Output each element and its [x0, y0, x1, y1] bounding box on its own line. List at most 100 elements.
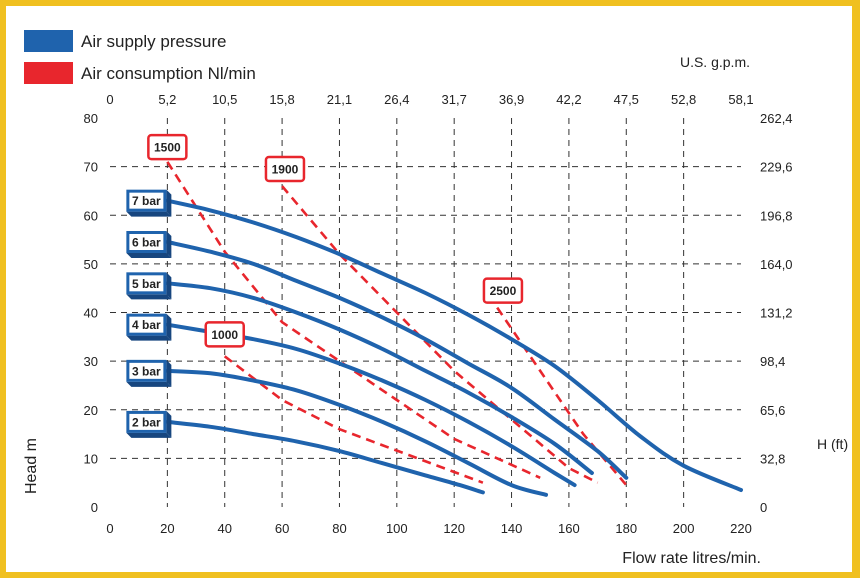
pressure-label-side [166, 313, 172, 341]
pressure-label-text: 3 bar [132, 364, 161, 378]
y-right-tick-label: 98,4 [760, 354, 785, 369]
x-tick-label: 100 [386, 521, 408, 536]
consumption-label-text: 1000 [211, 328, 238, 342]
x-axis-title: Flow rate litres/min. [622, 550, 761, 567]
pressure-label-7-bar: 7 bar [126, 189, 172, 217]
y-tick-label: 0 [91, 500, 98, 515]
y-right-tick-label: 65,6 [760, 403, 785, 418]
air-pressure-line-3-bar [165, 368, 548, 497]
x-top-tick-label: 31,7 [442, 92, 467, 107]
x-tick-label: 20 [160, 521, 174, 536]
air-consumption-line-1000 [223, 355, 484, 484]
x-tick-label: 200 [673, 521, 695, 536]
x-top-tick-label: 42,2 [556, 92, 581, 107]
x-top-tick-label: 15,8 [269, 92, 294, 107]
y-axis-title: Head m [23, 438, 40, 494]
x-tick-label: 120 [443, 521, 465, 536]
pressure-label-3-bar: 3 bar [126, 359, 172, 387]
x-top-tick-label: 10,5 [212, 92, 237, 107]
air-pressure-line-2-bar [165, 419, 485, 495]
consumption-label-box [264, 155, 306, 183]
consumption-label-box [482, 277, 524, 304]
x-tick-label: 140 [501, 521, 523, 536]
pressure-label-inner [129, 362, 164, 379]
air-consumption-line-1500 [166, 161, 541, 479]
y-right-tick-label: 164,0 [760, 257, 793, 272]
x-top-axis-title: U.S. g.p.m. [680, 54, 750, 70]
pressure-label-side [166, 410, 172, 438]
y-tick-label: 60 [84, 208, 98, 223]
x-tick-label: 0 [106, 521, 113, 536]
x-top-tick-label: 0 [106, 92, 113, 107]
air-pressure-line-6-bar [165, 240, 629, 480]
air-pressure-line-5-bar [165, 281, 594, 475]
pressure-label-text: 5 bar [132, 277, 161, 291]
y-tick-label: 50 [84, 257, 98, 272]
y-right-tick-label: 0 [760, 500, 767, 515]
x-tick-label: 60 [275, 521, 289, 536]
pressure-label-inner [129, 192, 164, 209]
consumption-label-text: 1500 [154, 141, 181, 155]
consumption-label-2500: 2500 [482, 277, 524, 304]
x-top-tick-label: 5,2 [158, 92, 176, 107]
performance-chart: Air supply pressure Air consumption Nl/mi… [23, 30, 848, 567]
pressure-label-side [166, 272, 172, 300]
legend: Air supply pressure Air consumption Nl/mi… [24, 30, 256, 84]
pressure-label-bottom [126, 294, 172, 300]
y-right-tick-label: 229,6 [760, 160, 793, 175]
pressure-label-side [166, 230, 172, 258]
x-tick-label: 80 [332, 521, 346, 536]
chart-frame: Air supply pressure Air consumption Nl/mi… [6, 6, 852, 572]
legend-swatch [24, 30, 73, 52]
x-tick-label: 180 [615, 521, 637, 536]
x-top-tick-label: 21,1 [327, 92, 352, 107]
y-right-tick-label: 32,8 [760, 451, 785, 466]
air-consumption-line-1900 [281, 185, 599, 484]
x-top-tick-label: 36,9 [499, 92, 524, 107]
pressure-label-bottom [126, 432, 172, 438]
y-right-tick-label: 262,4 [760, 111, 793, 126]
consumption-label-text: 2500 [490, 284, 517, 298]
consumption-label-1500: 1500 [147, 133, 188, 161]
pressure-label-side [166, 189, 172, 217]
x-top-tick-label: 26,4 [384, 92, 409, 107]
pressure-label-5-bar: 5 bar [126, 272, 172, 300]
pressure-label-inner [129, 413, 164, 430]
consumption-label-1000: 1000 [204, 321, 245, 348]
pressure-label-bottom [126, 252, 172, 258]
pressure-label-inner [129, 233, 164, 250]
pressure-label-text: 4 bar [132, 318, 161, 332]
x-tick-label: 40 [217, 521, 231, 536]
consumption-label-1900: 1900 [264, 155, 306, 183]
y-tick-label: 70 [84, 160, 98, 175]
pressure-label-6-bar: 6 bar [126, 230, 172, 258]
pressure-label-bottom [126, 335, 172, 341]
pressure-label-text: 6 bar [132, 235, 161, 249]
pressure-label-text: 7 bar [132, 194, 161, 208]
grid [110, 118, 741, 507]
pressure-label-bottom [126, 381, 172, 387]
legend-swatch [24, 62, 73, 84]
legend-label: Air consumption Nl/min [81, 64, 256, 83]
x-top-tick-label: 52,8 [671, 92, 696, 107]
pressure-label-text: 2 bar [132, 415, 161, 429]
y-right-tick-label: 131,2 [760, 306, 793, 321]
y-right-tick-label: 196,8 [760, 208, 793, 223]
pressure-label-inner [129, 316, 164, 333]
pressure-label-bottom [126, 211, 172, 217]
x-tick-label: 160 [558, 521, 580, 536]
y-tick-label: 30 [84, 354, 98, 369]
consumption-label-text: 1900 [272, 163, 299, 177]
x-top-tick-label: 58,1 [728, 92, 753, 107]
y-tick-label: 80 [84, 111, 98, 126]
y-right-axis-title: H (ft) [817, 436, 848, 452]
y-tick-label: 10 [84, 451, 98, 466]
consumption-label-box [204, 321, 245, 348]
pressure-label-side [166, 359, 172, 387]
pressure-label-inner [129, 275, 164, 292]
consumption-label-box [147, 133, 188, 161]
legend-label: Air supply pressure [81, 32, 227, 51]
x-tick-label: 220 [730, 521, 752, 536]
line-labels: 7 bar 6 bar 5 bar 4 bar 3 bar 2 bar 1000 1500 19… [126, 133, 524, 438]
